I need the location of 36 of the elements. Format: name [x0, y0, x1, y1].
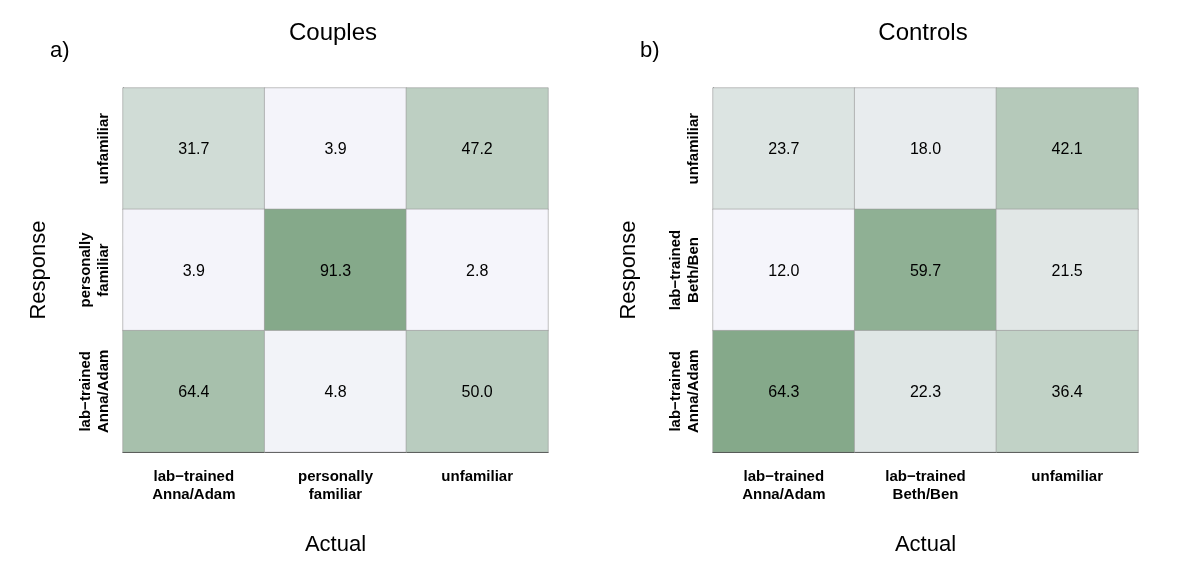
- data-label: 3.9: [182, 261, 206, 279]
- data-label: 12.0: [768, 261, 800, 279]
- data-label: 23.7: [768, 140, 800, 158]
- data-label: 3.9: [324, 140, 347, 158]
- data-label: 50.0: [461, 382, 493, 400]
- text: b): [640, 36, 660, 62]
- data-label: 22.3: [909, 382, 942, 400]
- x-tick-label: lab−trained Beth/Ben: [885, 466, 966, 502]
- data-label: 42.1: [1051, 140, 1083, 158]
- x-axis-title: Actual: [304, 530, 367, 556]
- text: a): [50, 36, 70, 62]
- chart-title: Couples: [288, 17, 378, 45]
- data-label: 31.7: [178, 140, 210, 158]
- x-axis-title: Actual: [894, 530, 957, 556]
- y-tick-label: lab−trained Beth/Ben: [665, 229, 701, 311]
- data-label: 91.3: [319, 261, 352, 279]
- data-label: 2.8: [466, 261, 489, 279]
- x-tick-label: lab−trained Anna/Adam: [152, 466, 236, 502]
- data-label: 64.3: [768, 382, 800, 400]
- y-tick-label: unfamiliar: [683, 112, 701, 185]
- y-tick-label: unfamiliar: [93, 112, 111, 185]
- y-axis-title: Response: [24, 220, 50, 320]
- data-label: 4.8: [324, 382, 347, 400]
- x-tick-label: personally familiar: [297, 466, 374, 502]
- data-label: 64.4: [178, 382, 210, 400]
- y-tick-label: personally familiar: [75, 231, 111, 308]
- data-label: 21.5: [1051, 261, 1083, 279]
- x-tick-label: unfamiliar: [441, 466, 514, 484]
- data-label: 18.0: [909, 140, 942, 158]
- data-label: 36.4: [1051, 382, 1083, 400]
- chart-title: Controls: [878, 17, 968, 45]
- x-tick-label: lab−trained Anna/Adam: [742, 466, 826, 502]
- y-axis-title: Response: [614, 220, 640, 320]
- x-tick-label: unfamiliar: [1031, 466, 1104, 484]
- data-label: 47.2: [461, 140, 493, 158]
- data-label: 59.7: [909, 261, 942, 279]
